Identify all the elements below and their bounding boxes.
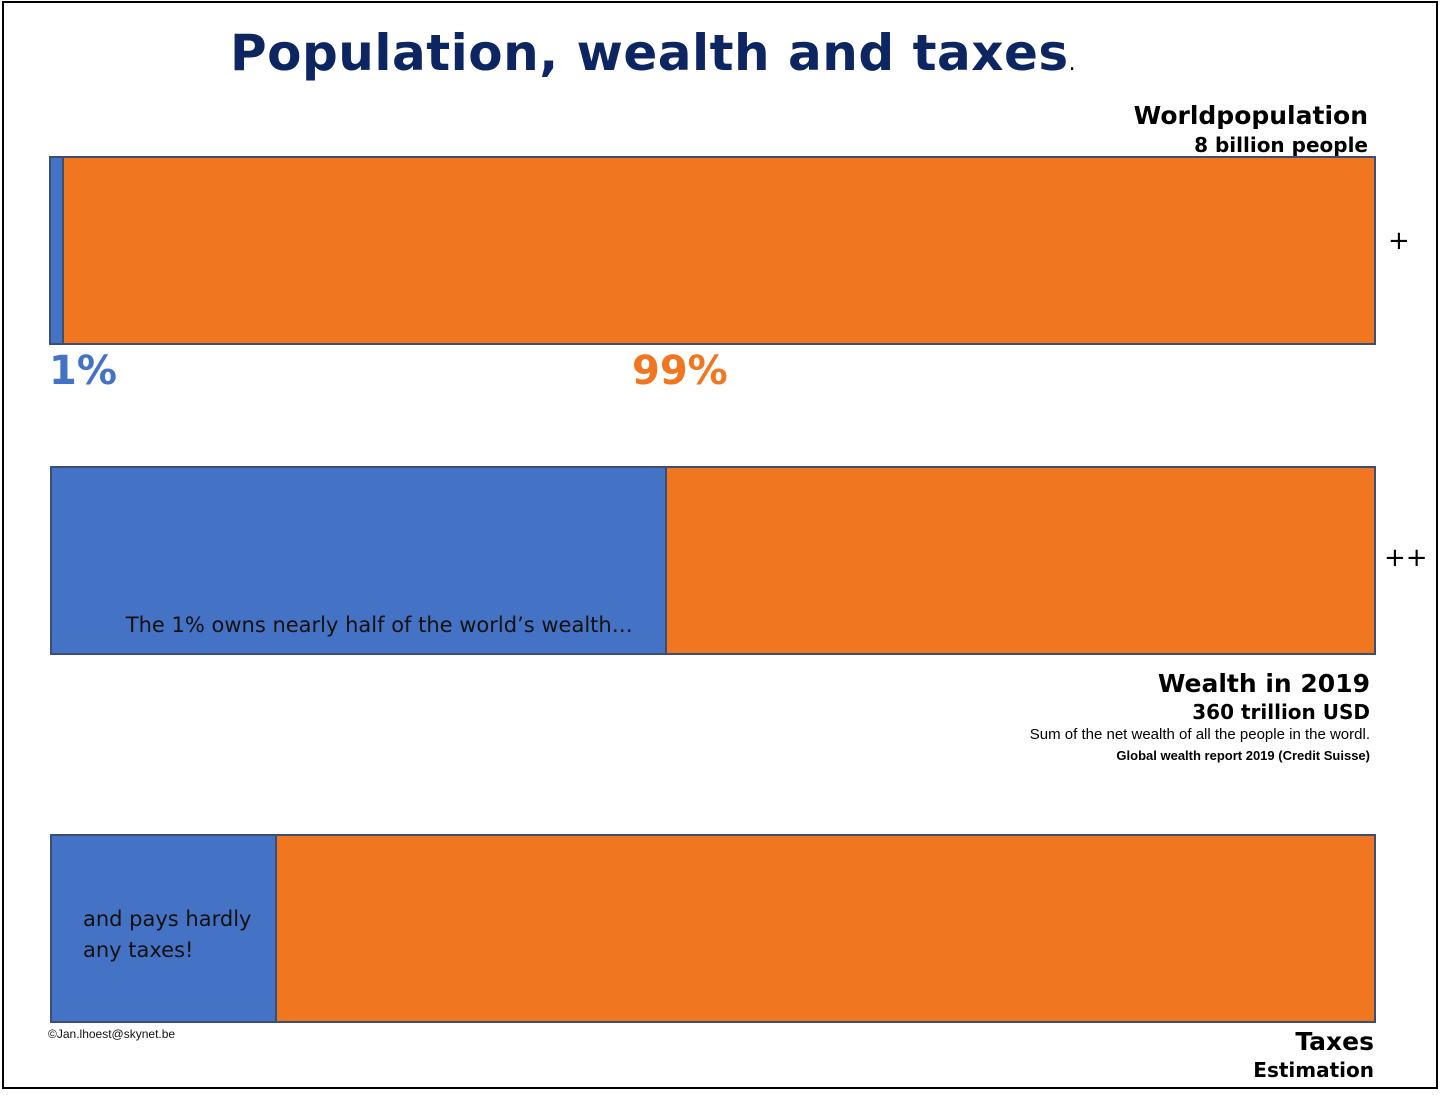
population-label-99pct: 99% — [632, 348, 728, 394]
wealth-segment-top-1pct: The 1% owns nearly half of the world’s w… — [52, 468, 667, 653]
taxes-segment-top-1pct: and pays hardly any taxes! — [52, 836, 277, 1021]
population-segment-rest-99pct — [64, 158, 1374, 343]
population-title: Worldpopulation — [1133, 101, 1368, 130]
population-label-1pct: 1% — [49, 348, 117, 394]
wealth-note: Sum of the net wealth of all the people … — [1029, 726, 1370, 743]
taxes-annotation-line-1: and pays hardly — [83, 907, 252, 931]
taxes-subtitle: Estimation — [1253, 1058, 1374, 1082]
taxes-bar: and pays hardly any taxes! — [50, 834, 1376, 1023]
wealth-marker: ++ — [1384, 543, 1428, 573]
taxes-segment-rest-99pct — [276, 836, 1374, 1021]
population-segment-top-1pct — [51, 158, 65, 343]
population-marker: + — [1388, 226, 1410, 256]
taxes-annotation-line-2: any taxes! — [83, 938, 194, 962]
population-subtitle: 8 billion people — [1194, 133, 1368, 157]
wealth-segment-rest-99pct — [666, 468, 1374, 653]
taxes-annotation: and pays hardly any taxes! — [83, 904, 251, 966]
taxes-title: Taxes — [1295, 1027, 1374, 1056]
wealth-subtitle: 360 trillion USD — [1192, 700, 1370, 724]
population-bar — [49, 156, 1376, 345]
wealth-bar: The 1% owns nearly half of the world’s w… — [50, 466, 1376, 655]
wealth-source: Global wealth report 2019 (Credit Suisse… — [1116, 748, 1370, 763]
page-title: Population, wealth and taxes. — [230, 24, 1077, 82]
wealth-annotation: The 1% owns nearly half of the world’s w… — [125, 613, 633, 637]
wealth-title: Wealth in 2019 — [1157, 669, 1370, 698]
copyright-text: ©Jan.lhoest@skynet.be — [48, 1027, 176, 1041]
